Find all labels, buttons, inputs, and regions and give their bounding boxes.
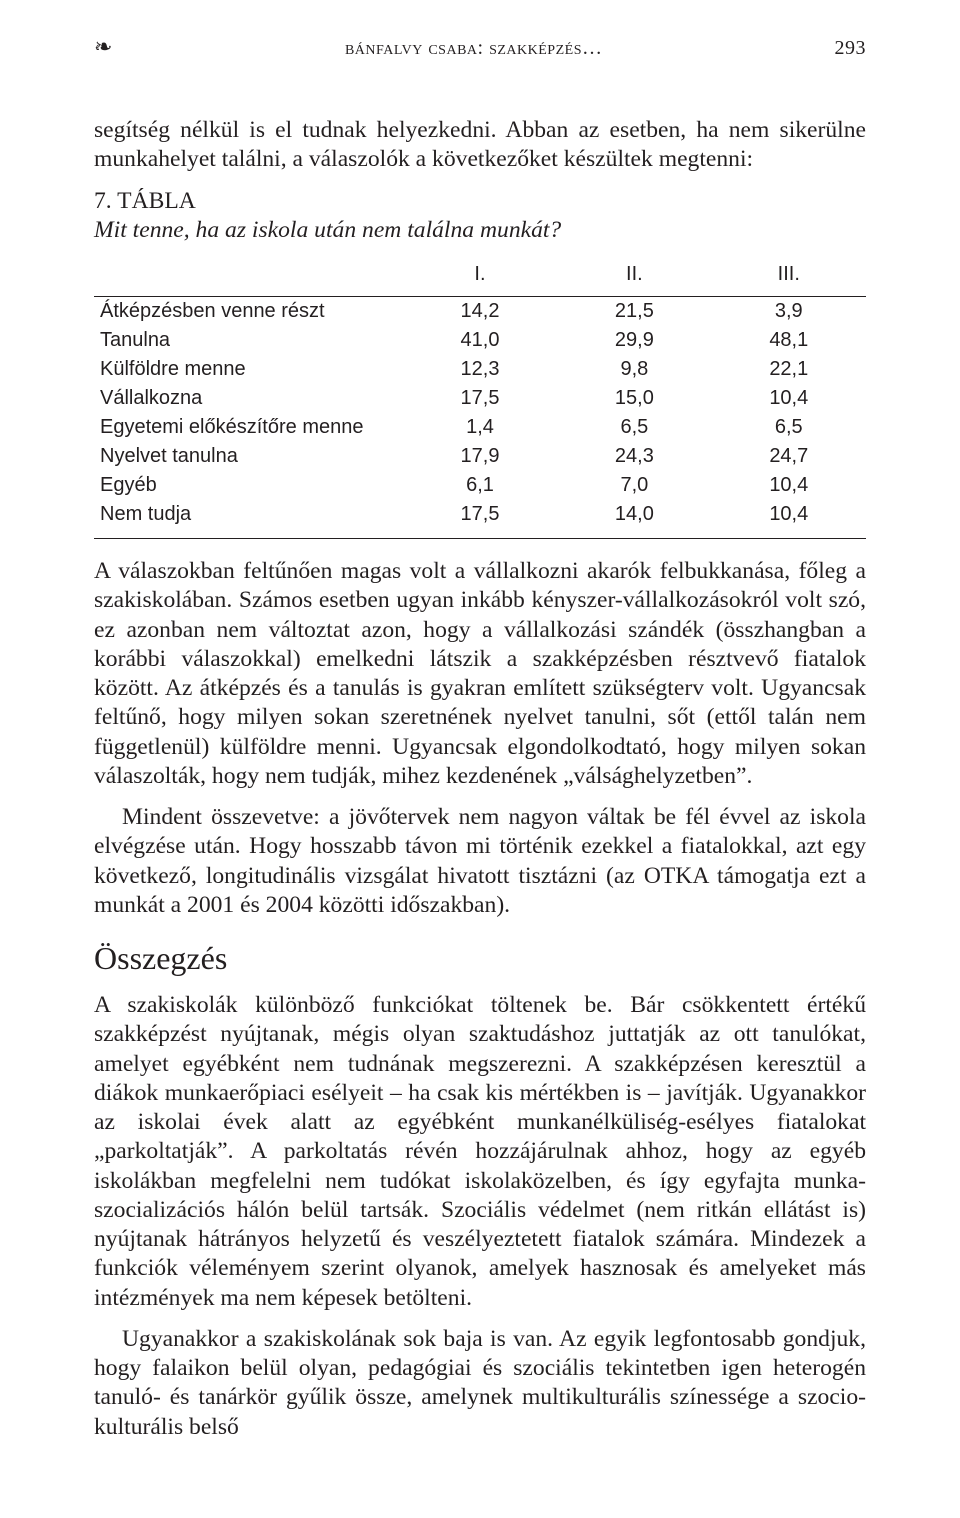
table-header-col2: II. — [557, 259, 711, 297]
table-cell-value: 3,9 — [712, 297, 866, 327]
table-cell-value: 29,9 — [557, 326, 711, 355]
table-caption-title: Mit tenne, ha az iskola után nem találna… — [94, 216, 866, 245]
paragraph-analysis-1: A válaszokban feltűnően magas volt a vál… — [94, 557, 866, 791]
table-cell-value: 10,4 — [712, 471, 866, 500]
table-header-col3: III. — [712, 259, 866, 297]
table-row: Egyéb 6,1 7,0 10,4 — [94, 471, 866, 500]
table-cell-value: 10,4 — [712, 500, 866, 539]
table-cell-value: 17,9 — [403, 442, 557, 471]
paragraph-analysis-2: Mindent összevetve: a jövőtervek nem nag… — [94, 803, 866, 920]
table-cell-value: 10,4 — [712, 384, 866, 413]
table-header-col1: I. — [403, 259, 557, 297]
table-row: Nyelvet tanulna 17,9 24,3 24,7 — [94, 442, 866, 471]
table-cell-label: Egyetemi előkészítőre menne — [94, 413, 403, 442]
ornament-icon: ❧ — [94, 34, 113, 60]
table-cell-value: 12,3 — [403, 355, 557, 384]
table-caption-number: 7. TÁBLA — [94, 187, 866, 216]
table-cell-label: Vállalkozna — [94, 384, 403, 413]
table-cell-label: Külföldre menne — [94, 355, 403, 384]
table-cell-label: Átképzésben venne részt — [94, 297, 403, 327]
table-cell-label: Nyelvet tanulna — [94, 442, 403, 471]
table-row: Tanulna 41,0 29,9 48,1 — [94, 326, 866, 355]
table-cell-value: 14,0 — [557, 500, 711, 539]
table-cell-value: 21,5 — [557, 297, 711, 327]
table-header-row: I. II. III. — [94, 259, 866, 297]
table-cell-value: 24,3 — [557, 442, 711, 471]
table-cell-value: 9,8 — [557, 355, 711, 384]
data-table: I. II. III. Átképzésben venne részt 14,2… — [94, 259, 866, 539]
paragraph-summary-1: A szakiskolák különböző funkciókat tölte… — [94, 991, 866, 1313]
table-cell-value: 17,5 — [403, 384, 557, 413]
table-cell-label: Egyéb — [94, 471, 403, 500]
table-cell-value: 22,1 — [712, 355, 866, 384]
table-cell-value: 6,5 — [712, 413, 866, 442]
table-cell-label: Nem tudja — [94, 500, 403, 539]
table-row: Egyetemi előkészítőre menne 1,4 6,5 6,5 — [94, 413, 866, 442]
page-number: 293 — [835, 37, 867, 60]
table-cell-value: 6,5 — [557, 413, 711, 442]
table-cell-value: 48,1 — [712, 326, 866, 355]
paragraph-summary-2: Ugyanakkor a szakiskolának sok baja is v… — [94, 1325, 866, 1442]
table-cell-value: 1,4 — [403, 413, 557, 442]
table-row: Átképzésben venne részt 14,2 21,5 3,9 — [94, 297, 866, 327]
running-head: ❧ bánfalvy csaba: szakképzés… 293 — [94, 34, 866, 60]
table-cell-value: 14,2 — [403, 297, 557, 327]
table-row: Vállalkozna 17,5 15,0 10,4 — [94, 384, 866, 413]
table-cell-value: 7,0 — [557, 471, 711, 500]
table-cell-label: Tanulna — [94, 326, 403, 355]
table-cell-value: 41,0 — [403, 326, 557, 355]
page: ❧ bánfalvy csaba: szakképzés… 293 segíts… — [0, 0, 960, 1494]
table-cell-value: 15,0 — [557, 384, 711, 413]
section-heading-summary: Összegzés — [94, 940, 866, 977]
running-title: bánfalvy csaba: szakképzés… — [113, 37, 835, 60]
table-row: Külföldre menne 12,3 9,8 22,1 — [94, 355, 866, 384]
table-header-blank — [94, 259, 403, 297]
table-row: Nem tudja 17,5 14,0 10,4 — [94, 500, 866, 539]
table-cell-value: 17,5 — [403, 500, 557, 539]
table-cell-value: 24,7 — [712, 442, 866, 471]
table-cell-value: 6,1 — [403, 471, 557, 500]
paragraph-intro: segítség nélkül is el tudnak helyezkedni… — [94, 116, 866, 175]
